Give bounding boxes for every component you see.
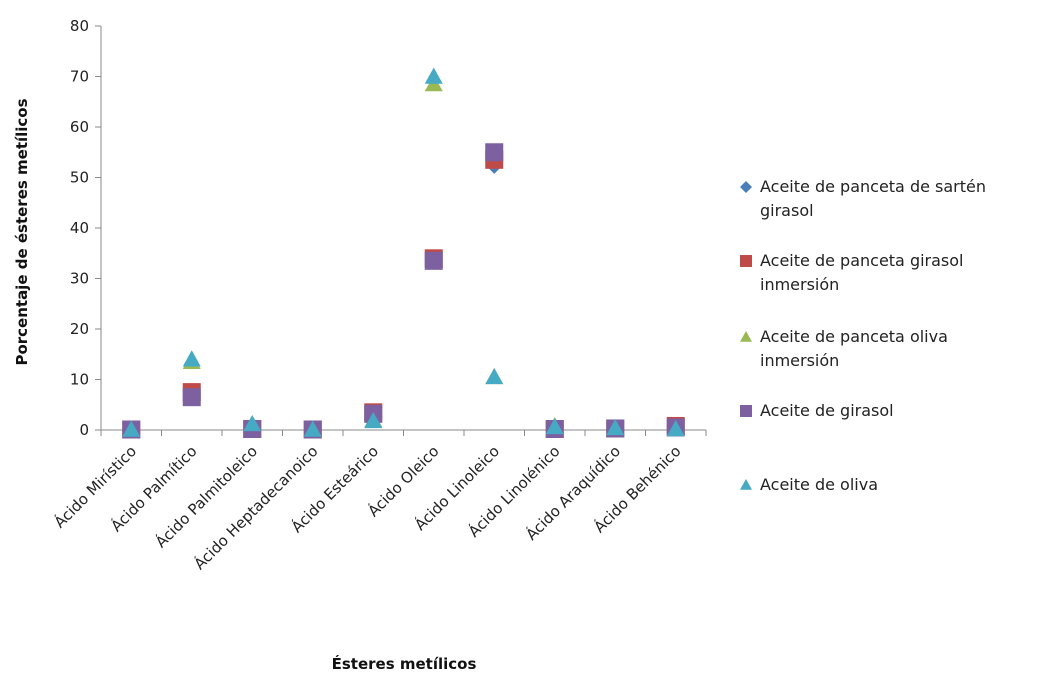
- data-point: [424, 67, 443, 84]
- x-tick-label: Ácido Palmitoleico: [151, 441, 261, 551]
- legend-label: girasol: [760, 201, 814, 220]
- data-point: [606, 418, 625, 436]
- legend-item: Aceite de girasol: [740, 401, 894, 420]
- y-tick-label: 30: [70, 270, 89, 288]
- data-point: [303, 420, 322, 437]
- legend-marker: [740, 331, 752, 342]
- data-points: [122, 67, 685, 439]
- x-tick-label: Ácido Heptadecanoico: [190, 441, 322, 573]
- legend-label: Aceite de panceta girasol: [760, 251, 964, 270]
- y-tick-label: 70: [70, 68, 89, 86]
- legend-item: Aceite de oliva: [740, 475, 878, 494]
- data-point: [545, 417, 564, 435]
- legend-marker: [740, 405, 752, 417]
- y-tick-label: 0: [79, 421, 89, 439]
- y-axis-title: Porcentaje de ésteres metílicos: [13, 98, 31, 365]
- y-tick-label: 80: [70, 17, 89, 35]
- x-axis-title: Ésteres metílicos: [332, 654, 477, 673]
- data-point: [243, 414, 262, 432]
- y-tick-label: 20: [70, 320, 89, 338]
- legend-item: Aceite de panceta girasol inmersión: [740, 251, 964, 294]
- legend-label: Aceite de panceta de sartén: [760, 177, 986, 196]
- data-point: [182, 350, 201, 367]
- legend-marker: [740, 255, 752, 267]
- legend-label: inmersión: [760, 275, 839, 294]
- y-axis: 0 10 20 30 40 50 60 70 80: [70, 17, 102, 439]
- data-point: [364, 411, 383, 429]
- y-tick-label: 10: [70, 371, 89, 389]
- data-point: [182, 388, 201, 407]
- legend-label: Aceite de oliva: [760, 475, 878, 494]
- legend-label: inmersión: [760, 351, 839, 370]
- data-point: [666, 419, 685, 437]
- legend-item: Aceite de panceta oliva inmersión: [740, 327, 948, 370]
- data-point: [122, 420, 141, 437]
- legend-marker: [740, 479, 752, 490]
- legend-label: Aceite de girasol: [760, 401, 894, 420]
- legend-item: Aceite de panceta de sartén girasol: [740, 177, 986, 220]
- legend: Aceite de panceta de sarténgirasolAceite…: [740, 177, 986, 494]
- data-point: [424, 251, 443, 270]
- legend-marker: [740, 181, 752, 193]
- y-tick-label: 60: [70, 118, 89, 136]
- legend-label: Aceite de panceta oliva: [760, 327, 948, 346]
- y-tick-label: 40: [70, 219, 89, 237]
- y-tick-label: 50: [70, 169, 89, 187]
- data-point: [485, 143, 504, 162]
- data-point: [485, 367, 504, 385]
